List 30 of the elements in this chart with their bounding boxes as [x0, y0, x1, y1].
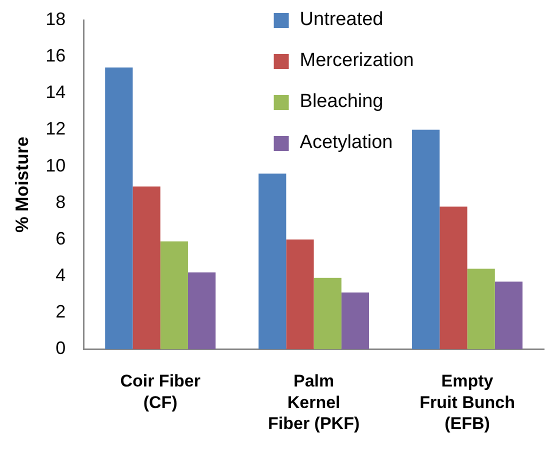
y-tick-label: 14 — [46, 82, 66, 102]
bar — [258, 174, 286, 350]
y-tick-label: 10 — [46, 155, 66, 176]
y-tick-label: 18 — [46, 8, 66, 29]
x-tick-label: Empty Fruit Bunch (EFB) — [420, 372, 515, 434]
bar — [160, 241, 188, 350]
y-axis-title: % Moisture — [12, 136, 32, 233]
legend-label: Acetylation — [300, 132, 393, 154]
bar — [341, 292, 370, 350]
legend-label: Mercerization — [300, 50, 414, 72]
bar — [286, 240, 314, 350]
bar — [467, 268, 495, 350]
bar — [314, 278, 342, 350]
bar — [132, 186, 160, 350]
y-tick-label: 16 — [46, 46, 66, 66]
legend-label: Untreated — [300, 9, 384, 30]
bar — [494, 282, 523, 350]
y-tick-label: 2 — [56, 302, 66, 322]
x-tick-label: Coir Fiber (CF) — [120, 372, 201, 412]
x-tick-label: Palm Kernel Fiber (PKF) — [268, 372, 360, 434]
y-tick-label: 4 — [56, 265, 66, 286]
bar — [105, 68, 133, 350]
bar — [412, 130, 440, 350]
legend-label: Bleaching — [300, 91, 384, 112]
y-tick-label: 0 — [56, 338, 66, 358]
y-tick-label: 8 — [56, 192, 66, 212]
y-tick-label: 12 — [46, 118, 66, 139]
y-tick-label: 6 — [56, 228, 66, 248]
bar — [188, 272, 216, 350]
bar — [440, 206, 468, 350]
